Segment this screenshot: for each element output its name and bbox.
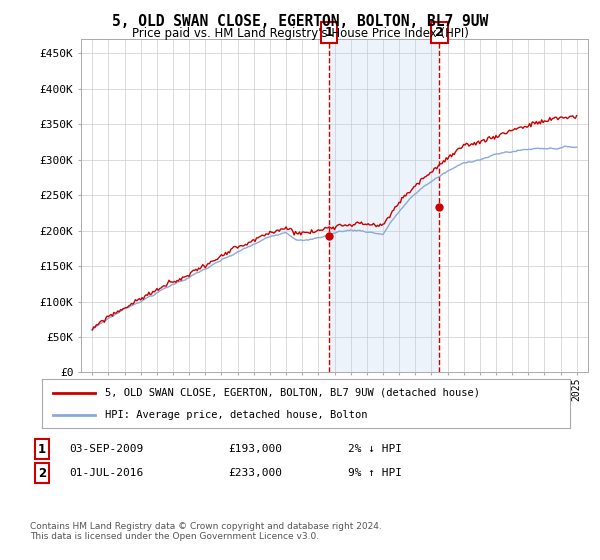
Text: 2% ↓ HPI: 2% ↓ HPI	[348, 444, 402, 454]
Text: HPI: Average price, detached house, Bolton: HPI: Average price, detached house, Bolt…	[106, 409, 368, 419]
Text: 1: 1	[325, 26, 334, 39]
Text: 01-JUL-2016: 01-JUL-2016	[69, 468, 143, 478]
Text: 2: 2	[38, 466, 46, 480]
Text: 1: 1	[38, 442, 46, 456]
Text: 03-SEP-2009: 03-SEP-2009	[69, 444, 143, 454]
Text: Contains HM Land Registry data © Crown copyright and database right 2024.
This d: Contains HM Land Registry data © Crown c…	[30, 522, 382, 542]
Bar	[329, 39, 439, 372]
Text: £193,000: £193,000	[228, 444, 282, 454]
Text: Price paid vs. HM Land Registry's House Price Index (HPI): Price paid vs. HM Land Registry's House …	[131, 27, 469, 40]
Text: £233,000: £233,000	[228, 468, 282, 478]
Text: 2: 2	[435, 26, 444, 39]
Text: 5, OLD SWAN CLOSE, EGERTON, BOLTON, BL7 9UW (detached house): 5, OLD SWAN CLOSE, EGERTON, BOLTON, BL7 …	[106, 388, 481, 398]
Text: 5, OLD SWAN CLOSE, EGERTON, BOLTON, BL7 9UW: 5, OLD SWAN CLOSE, EGERTON, BOLTON, BL7 …	[112, 14, 488, 29]
Text: 9% ↑ HPI: 9% ↑ HPI	[348, 468, 402, 478]
